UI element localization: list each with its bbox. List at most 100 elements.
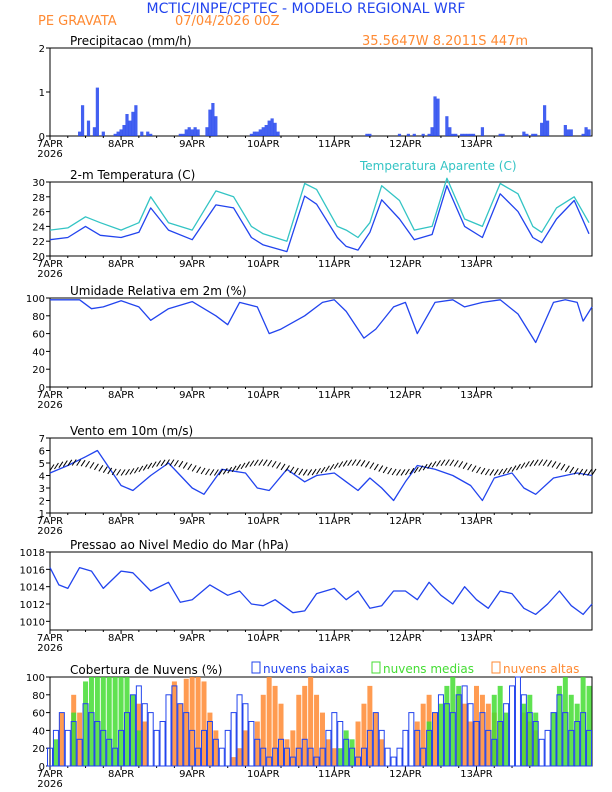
precip-bar bbox=[258, 129, 262, 136]
pressure-day-label: 8APR bbox=[108, 633, 134, 644]
clouds-bar bbox=[165, 694, 172, 767]
wind-barb bbox=[431, 461, 437, 468]
clouds-bar bbox=[183, 678, 189, 766]
clouds-bar bbox=[189, 729, 196, 767]
temp-day-label: 12APR bbox=[389, 259, 422, 270]
wind-barb bbox=[471, 465, 477, 472]
precip-bar bbox=[430, 127, 434, 136]
wind-barb bbox=[511, 465, 517, 472]
wind-barb bbox=[307, 469, 313, 476]
clouds-bar bbox=[426, 721, 432, 766]
clouds-bar bbox=[550, 712, 556, 766]
wind-barb bbox=[578, 468, 584, 476]
clouds-bar bbox=[76, 738, 83, 767]
pressure-day-label: 12APR bbox=[389, 633, 422, 644]
wind-day-label: 12APR bbox=[389, 516, 422, 527]
precip-bar bbox=[454, 133, 458, 136]
wind-barb bbox=[404, 468, 410, 476]
precip-bar bbox=[128, 120, 132, 136]
clouds-day-label: 12APR bbox=[389, 769, 422, 780]
clouds-bar bbox=[201, 681, 207, 766]
clouds-bar bbox=[159, 721, 166, 767]
pressure-ytick-label: 1018 bbox=[20, 548, 45, 559]
clouds-day-label: 11APR bbox=[318, 769, 351, 780]
clouds-bar bbox=[195, 747, 202, 767]
wind-barb bbox=[240, 462, 246, 470]
clouds-bar bbox=[325, 729, 332, 767]
clouds-bar bbox=[456, 685, 462, 766]
clouds-bar bbox=[526, 712, 533, 767]
precip-bar bbox=[406, 133, 410, 136]
wind-barb bbox=[524, 461, 530, 468]
clouds-bar bbox=[106, 738, 113, 767]
temp-ytick-label: 26 bbox=[32, 208, 45, 219]
clouds-bar bbox=[177, 703, 183, 766]
clouds-bar bbox=[254, 738, 261, 767]
precip-title: Precipitacao (mm/h) bbox=[70, 34, 192, 48]
wind-barb bbox=[311, 468, 317, 476]
clouds-bar bbox=[562, 712, 569, 767]
clouds-bar bbox=[586, 729, 593, 767]
clouds-bar bbox=[349, 739, 355, 766]
wind-barb bbox=[200, 467, 206, 475]
precip-bar bbox=[365, 133, 369, 136]
clouds-bar bbox=[142, 721, 148, 766]
clouds-bar bbox=[106, 677, 112, 766]
precip-bar bbox=[584, 127, 588, 136]
temp-day-label: 13APR bbox=[460, 259, 493, 270]
temp-ytick-label: 24 bbox=[32, 222, 45, 233]
precip-bar bbox=[471, 133, 476, 136]
clouds-bar bbox=[136, 730, 142, 766]
wind-barb bbox=[249, 460, 255, 467]
wind-panel: Vento em 10m (m/s) 12 34 56 7 7APR 8APR 9APR 10A… bbox=[37, 424, 597, 537]
clouds-bar bbox=[207, 712, 213, 766]
clouds-bar bbox=[337, 748, 343, 766]
wind-ytick-label: 3 bbox=[39, 484, 45, 495]
pressure-line-0 bbox=[49, 566, 593, 616]
wind-barb bbox=[138, 465, 144, 473]
precip-bar bbox=[587, 129, 591, 136]
clouds-bar bbox=[450, 677, 456, 766]
temp-frame bbox=[49, 181, 593, 257]
wind-barb bbox=[107, 467, 113, 475]
rh-day-label: 8APR bbox=[108, 390, 134, 401]
clouds-bar bbox=[218, 747, 225, 767]
clouds-bar bbox=[414, 721, 420, 766]
clouds-bar bbox=[562, 677, 568, 766]
wind-ytick-label: 4 bbox=[39, 472, 45, 483]
wind-barb bbox=[467, 463, 473, 471]
clouds-bar bbox=[83, 681, 89, 766]
clouds-bar bbox=[455, 694, 462, 767]
clouds-bar bbox=[384, 747, 391, 767]
wind-barb bbox=[591, 468, 597, 476]
clouds-bar bbox=[461, 685, 468, 767]
clouds-bar bbox=[514, 676, 521, 767]
clouds-bar bbox=[224, 729, 231, 767]
precip-bar bbox=[501, 133, 505, 136]
wind-day-label: 11APR bbox=[318, 516, 351, 527]
precip-bar bbox=[463, 133, 467, 136]
wind-barb bbox=[329, 463, 335, 471]
wind-day-label: 8APR bbox=[108, 516, 134, 527]
clouds-ytick-label: 80 bbox=[32, 691, 45, 702]
pressure-panel: Pressao ao Nivel Medio do Mar (hPa) 1010 1… bbox=[20, 538, 593, 654]
wind-barb bbox=[151, 461, 157, 468]
clouds-bar bbox=[124, 677, 130, 766]
clouds-bar bbox=[171, 685, 178, 767]
pressure-day-label: 11APR bbox=[318, 633, 351, 644]
wind-barb bbox=[76, 459, 82, 466]
wind-barb bbox=[187, 463, 193, 471]
precip-bar bbox=[181, 133, 185, 136]
precip-bar bbox=[249, 133, 253, 136]
pressure-year-label: 2026 bbox=[37, 643, 62, 654]
clouds-bar bbox=[497, 685, 503, 766]
wind-barb bbox=[231, 465, 237, 473]
pressure-ytick-label: 1012 bbox=[20, 600, 45, 611]
clouds-bar bbox=[402, 729, 409, 767]
precip-bar bbox=[427, 133, 431, 136]
wind-barb bbox=[89, 462, 95, 469]
wind-ytick-label: 5 bbox=[39, 459, 45, 470]
wind-barb bbox=[67, 459, 73, 467]
clouds-bar bbox=[82, 703, 89, 767]
wind-barb bbox=[547, 460, 552, 467]
